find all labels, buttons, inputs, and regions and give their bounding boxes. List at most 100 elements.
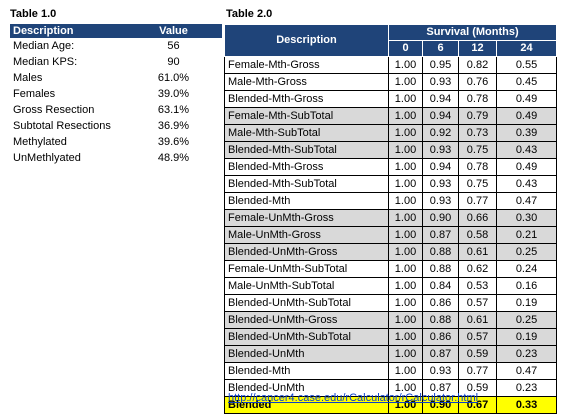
header-cell: 12 [458, 40, 497, 57]
cell: Median KPS: [13, 55, 78, 68]
cell: 0.93 [422, 192, 459, 210]
cell: Gross Resection [13, 103, 95, 116]
row: Female-UnMth-SubTotal 1.00 0.88 0.62 0.24 [224, 260, 558, 278]
cell: Subtotal Resections [13, 119, 111, 132]
cell: 90 [167, 55, 180, 68]
cell: 0.75 [458, 141, 497, 159]
row: Methylated 39.6% [10, 134, 222, 150]
cell: 0.78 [458, 158, 497, 176]
cell: 1.00 [388, 192, 423, 210]
header-cell: Value [125, 24, 222, 38]
row: Male-UnMth-Gross 1.00 0.87 0.58 0.21 [224, 226, 558, 244]
cell: Median Age: [13, 39, 75, 52]
cell: 0.59 [458, 345, 497, 363]
cell: 48.9% [157, 151, 190, 164]
row: Blended-UnMth-Gross 1.00 0.88 0.61 0.25 [224, 311, 558, 329]
cell: 0.75 [458, 175, 497, 193]
cell: 0.87 [422, 345, 459, 363]
header-cell: Description [224, 24, 389, 57]
cell: 0.78 [458, 90, 497, 108]
cell: Female-UnMth-SubTotal [224, 260, 389, 278]
table-title: Table 2.0 [226, 8, 273, 20]
cell: Females [13, 87, 56, 100]
link[interactable]: http://cancer4.case.edu/rCalculator/rCal… [228, 392, 479, 404]
cell: 0.30 [495, 209, 558, 227]
cell: 0.53 [458, 277, 497, 295]
cell: Female-Mth-SubTotal [224, 107, 389, 125]
row: Gross Resection 63.1% [10, 102, 222, 118]
cell: 0.88 [422, 311, 459, 329]
cell: Blended-UnMth-Gross [224, 243, 389, 261]
row: Blended-UnMth-Gross 1.00 0.88 0.61 0.25 [224, 243, 558, 261]
cell: Blended-Mth-SubTotal [224, 141, 389, 159]
cell: Blended-Mth-Gross [224, 90, 389, 108]
cell: 0.43 [495, 141, 558, 159]
cell: 0.58 [458, 226, 497, 244]
cell: 0.23 [495, 379, 558, 397]
cell: 0.87 [422, 379, 459, 397]
cell: 63.1% [157, 103, 190, 116]
cell: Female-Mth-Gross [224, 56, 389, 74]
cell: Male-UnMth-SubTotal [224, 277, 389, 295]
cell: 0.88 [422, 260, 459, 278]
row: Male-Mth-SubTotal 1.00 0.92 0.73 0.39 [224, 124, 558, 142]
cell: 0.82 [458, 56, 497, 74]
cell: 0.57 [458, 328, 497, 346]
cell: 1.00 [388, 260, 423, 278]
cell: 0.49 [495, 90, 558, 108]
cell: Blended-Mth-Gross [224, 158, 389, 176]
cell: 0.33 [495, 396, 558, 414]
cell: Methylated [13, 135, 67, 148]
row: Blended-UnMth 1.00 0.87 0.59 0.23 [224, 345, 558, 363]
cell: 0.47 [495, 192, 558, 210]
cell: 0.66 [458, 209, 497, 227]
cell: 0.93 [422, 175, 459, 193]
cell: Male-UnMth-Gross [224, 226, 389, 244]
header-cell: Survival (Months) [387, 24, 558, 41]
cell: 0.94 [422, 107, 459, 125]
cell: 0.93 [422, 362, 459, 380]
cell: Blended-UnMth [224, 345, 389, 363]
cell: 0.43 [495, 175, 558, 193]
row: Blended-Mth-Gross 1.00 0.94 0.78 0.49 [224, 158, 558, 176]
row: Blended-Mth 1.00 0.93 0.77 0.47 [224, 192, 558, 210]
cell: 0.49 [495, 107, 558, 125]
header-cell: Description [10, 24, 125, 38]
cell: 0.95 [422, 56, 459, 74]
cell: 1.00 [388, 124, 423, 142]
cell: Blended-Mth-SubTotal [224, 175, 389, 193]
row: Blended-Mth-SubTotal 1.00 0.93 0.75 0.43 [224, 175, 558, 193]
cell: 0.19 [495, 328, 558, 346]
header-row: Description Survival (Months) [224, 24, 558, 57]
cell: Blended-Mth [224, 192, 389, 210]
header-cell: 0 [388, 40, 423, 57]
cell: 1.00 [388, 158, 423, 176]
header-row: Description Value [10, 24, 222, 38]
cell: 0.88 [422, 243, 459, 261]
cell: 0.49 [495, 158, 558, 176]
cell: 0.86 [422, 294, 459, 312]
cell: UnMethlyated [13, 151, 81, 164]
cell: Female-UnMth-Gross [224, 209, 389, 227]
cell: 0.25 [495, 311, 558, 329]
survival-table: Description Survival (Months) 0 6 12 24 Fem… [224, 24, 558, 414]
cell: 0.62 [458, 260, 497, 278]
row: Median KPS: 90 [10, 54, 222, 70]
cell: 56 [167, 39, 180, 52]
cell: 1.00 [388, 175, 423, 193]
cell: 1.00 [388, 209, 423, 227]
cell: 1.00 [388, 362, 423, 380]
cell: 1.00 [388, 328, 423, 346]
cell: 1.00 [388, 73, 423, 91]
cell: 1.00 [388, 311, 423, 329]
row: Female-Mth-SubTotal 1.00 0.94 0.79 0.49 [224, 107, 558, 125]
cell: Male-Mth-SubTotal [224, 124, 389, 142]
cell: 0.92 [422, 124, 459, 142]
cell: 39.0% [157, 87, 190, 100]
cell: 0.25 [495, 243, 558, 261]
cell: Blended-Mth [224, 362, 389, 380]
row: UnMethlyated 48.9% [10, 150, 222, 166]
row: Median Age: 56 [10, 38, 222, 54]
row: Blended-UnMth-SubTotal 1.00 0.86 0.57 0.19 [224, 294, 558, 312]
